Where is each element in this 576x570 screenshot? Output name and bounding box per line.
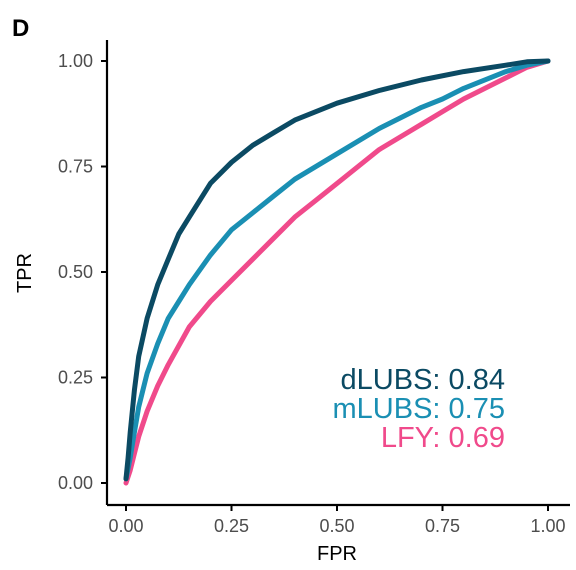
y-tick-label: 0.50 <box>58 262 93 282</box>
y-axis-title: TPR <box>14 253 36 293</box>
auc-labels: dLUBS: 0.84 mLUBS: 0.75 LFY: 0.69 <box>333 364 505 454</box>
auc-label-dlubs: dLUBS: 0.84 <box>341 364 505 396</box>
y-axis-ticks: 0.00 0.25 0.50 0.75 1.00 <box>58 51 107 493</box>
x-tick-label: 0.00 <box>108 516 143 536</box>
x-axis-ticks: 0.00 0.25 0.50 0.75 1.00 <box>108 505 566 536</box>
series-line-mlubs <box>123 58 551 482</box>
x-axis-title: FPR <box>317 543 357 565</box>
y-tick-label: 0.25 <box>58 368 93 388</box>
auc-label-lfy: LFY: 0.69 <box>381 422 505 454</box>
x-tick-label: 1.00 <box>530 516 565 536</box>
x-tick-label: 0.75 <box>425 516 460 536</box>
auc-label-mlubs: mLUBS: 0.75 <box>333 393 505 425</box>
y-tick-label: 0.75 <box>58 157 93 177</box>
x-tick-label: 0.50 <box>319 516 354 536</box>
x-tick-label: 0.25 <box>214 516 249 536</box>
series-line-lfy <box>123 58 551 486</box>
y-tick-label: 1.00 <box>58 51 93 71</box>
y-tick-label: 0.00 <box>58 473 93 493</box>
panel-letter: D <box>12 15 29 42</box>
series-line-dlubs <box>123 58 551 482</box>
roc-curves <box>123 58 551 486</box>
